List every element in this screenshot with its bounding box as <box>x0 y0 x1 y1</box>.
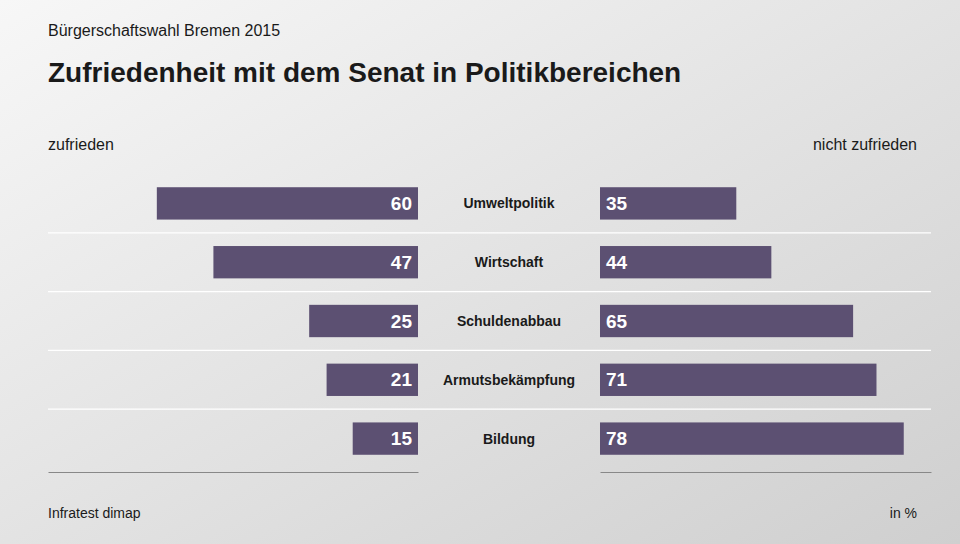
bar <box>309 305 418 337</box>
data-label: 21 <box>391 369 413 390</box>
bar <box>213 246 418 278</box>
bar <box>600 305 853 337</box>
category-label: Umweltpolitik <box>463 195 554 211</box>
data-label: 60 <box>391 193 412 214</box>
separator <box>48 409 931 410</box>
x-axis-right <box>601 472 932 473</box>
data-label: 47 <box>391 252 412 273</box>
x-axis-left <box>49 472 419 473</box>
chart: 60 47 25 21 15 zufrieden 35 44 65 71 78 nicht zufri… <box>0 0 960 544</box>
title: Zufriedenheit mit dem Senat in Politikbe… <box>48 57 681 88</box>
data-labels-right: 35 44 65 71 78 <box>606 193 628 449</box>
data-label: 25 <box>391 311 413 332</box>
subtitle: Bürgerschaftswahl Bremen 2015 <box>48 22 280 39</box>
bar <box>600 246 771 278</box>
bar <box>327 364 418 396</box>
separator <box>48 291 931 292</box>
data-label: 44 <box>606 252 628 273</box>
bar <box>353 422 418 454</box>
axis-line <box>601 472 932 473</box>
data-label: 71 <box>606 369 628 390</box>
bars-left <box>157 187 418 455</box>
data-label: 15 <box>391 428 413 449</box>
category-label: Schuldenabbau <box>457 313 561 329</box>
row-separators <box>48 233 931 409</box>
series-label: zufrieden <box>48 136 114 153</box>
bar <box>600 364 876 396</box>
annotation: in % <box>890 505 917 521</box>
separator <box>48 350 931 351</box>
category-label: Armutsbekämpfung <box>443 372 575 388</box>
data-labels-left: 60 47 25 21 15 <box>391 193 413 449</box>
bar <box>600 187 736 219</box>
separator <box>48 232 931 233</box>
category-labels: Umweltpolitik Wirtschaft Schuldenabbau Armu… <box>443 195 575 446</box>
bar <box>600 422 904 454</box>
bars-right <box>600 187 904 455</box>
data-label: 35 <box>606 193 628 214</box>
annotation: Infratest dimap <box>48 505 141 521</box>
bar <box>157 187 418 219</box>
category-label: Bildung <box>483 431 535 447</box>
data-label: 78 <box>606 428 627 449</box>
series-label: nicht zufrieden <box>813 136 917 153</box>
category-label: Wirtschaft <box>475 254 544 270</box>
axis-line <box>49 472 419 473</box>
data-label: 65 <box>606 311 628 332</box>
background <box>0 0 960 544</box>
